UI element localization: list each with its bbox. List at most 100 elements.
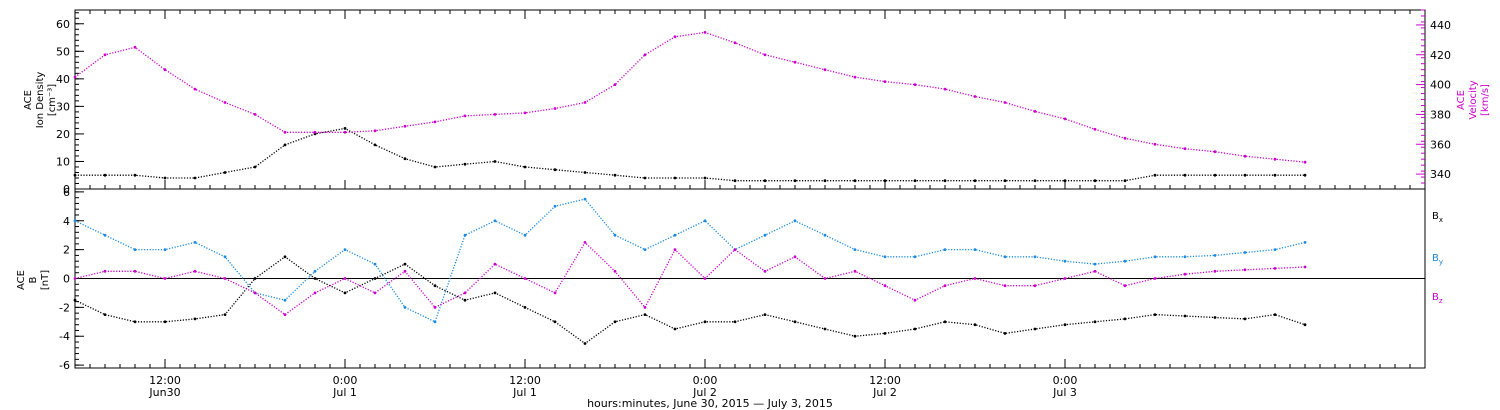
field-axis-title-line3: [nT] [40,270,51,290]
bz-series-point [1033,284,1037,288]
bx-series-point [253,277,257,280]
velocity-tick-label: 380 [1430,108,1451,121]
bx-series-point [193,317,197,321]
velocity-series-point [163,68,167,72]
velocity-series-point [433,120,437,124]
x-tick-time-label: 0:00 [333,374,358,387]
x-tick-date-label: Jul 3 [1052,386,1077,399]
bz-series-point [1213,269,1217,273]
bz-series-point [733,248,737,252]
bz-series-point [823,277,827,280]
bx-series-point [673,327,677,331]
by-series-point [853,248,857,252]
bx-series-point [433,284,437,288]
magnetic-field-panel: -6 -4 -2 0 2 4 6 [59,186,1426,372]
density-series-point [133,173,137,177]
bz-series-point [703,277,707,280]
density-series-point [1123,179,1127,183]
density-series-point [643,176,647,180]
bz-series-point [1183,272,1187,276]
bx-series-point [1303,323,1307,327]
by-series-point [793,219,797,223]
density-series-point [403,157,407,161]
bz-series-point [973,277,977,280]
by-series-point [673,233,677,237]
bz-series-point [853,269,857,273]
velocity-series-point [853,75,857,79]
velocity-axis-title-line3: [km/s] [1480,84,1491,116]
by-series-point [493,219,497,223]
velocity-series-point [1003,101,1007,104]
by-series-point [343,248,347,252]
bz-series-point [223,277,227,280]
velocity-series-point [103,53,107,57]
velocity-series-point [1033,110,1037,113]
density-series-point [343,126,347,130]
by-series-point [583,197,587,201]
velocity-series-point [193,87,197,91]
velocity-series-point [1123,136,1127,140]
density-tick-label: 50 [56,45,70,58]
bx-series-point [823,327,827,331]
density-series-point [223,171,227,174]
velocity-series-point [1183,147,1187,151]
density-series-point [1033,179,1037,183]
velocity-series-point [643,53,647,57]
by-series-point [523,233,527,237]
bz-series-point [1093,269,1097,273]
bz-series-point [433,306,437,309]
field-tick-label: 0 [63,273,70,286]
velocity-tick-label: 400 [1430,79,1451,92]
by-series-point [1093,262,1097,266]
bx-series-point [553,320,557,324]
velocity-series-point [1243,154,1247,158]
bz-series-point [1243,268,1247,272]
bx-series-point [73,298,77,302]
velocity-series-point [883,80,887,83]
density-series-point [673,176,677,180]
velocity-series-point [913,83,917,86]
bz-series-point [613,269,617,273]
density-tick-label: 0 [63,183,70,196]
density-series-point [493,160,497,163]
bx-series-point [793,320,797,324]
by-series-point [313,269,317,273]
by-series-point [403,306,407,309]
bz-series-point [763,269,767,273]
field-axis-title-line1: ACE [16,270,27,290]
density-series-point [1243,173,1247,177]
bx-series-point [913,327,917,331]
velocity-tick-label: 340 [1430,168,1451,181]
by-series-point [1303,241,1307,244]
density-series-point [253,165,257,169]
by-series-point [913,255,917,259]
x-axis-title: hours:minutes, June 30, 2015 — July 3, 2… [587,397,833,410]
by-series-point [463,233,467,237]
bx-series-point [1033,327,1037,331]
velocity-series-point [73,75,77,79]
velocity-series-point [253,113,257,116]
by-series-point [1003,255,1007,259]
velocity-series-point [583,101,587,104]
velocity-series-point [313,130,317,134]
velocity-series-point [763,53,767,57]
bz-series-point [313,291,317,295]
by-series-point [283,298,287,302]
by-series-point [823,233,827,237]
field-tick-label: 2 [63,244,70,257]
bz-series-point [1153,277,1157,280]
density-series-point [103,173,107,177]
by-series-point [223,255,227,259]
x-tick-time-label: 12:00 [869,374,901,387]
velocity-series-point [133,45,137,49]
density-series-point [1273,173,1277,177]
by-series-point [1243,251,1247,254]
x-tick-time-label: 12:00 [509,374,541,387]
bz-series-point [193,269,197,273]
bz-series-point [493,262,497,266]
bx-series-point [853,334,857,338]
density-velocity-panel: 0 10 20 30 40 50 60 340 360 380 400 420 440 [56,9,1451,196]
density-series-point [1303,173,1307,177]
velocity-series-point [343,130,347,134]
